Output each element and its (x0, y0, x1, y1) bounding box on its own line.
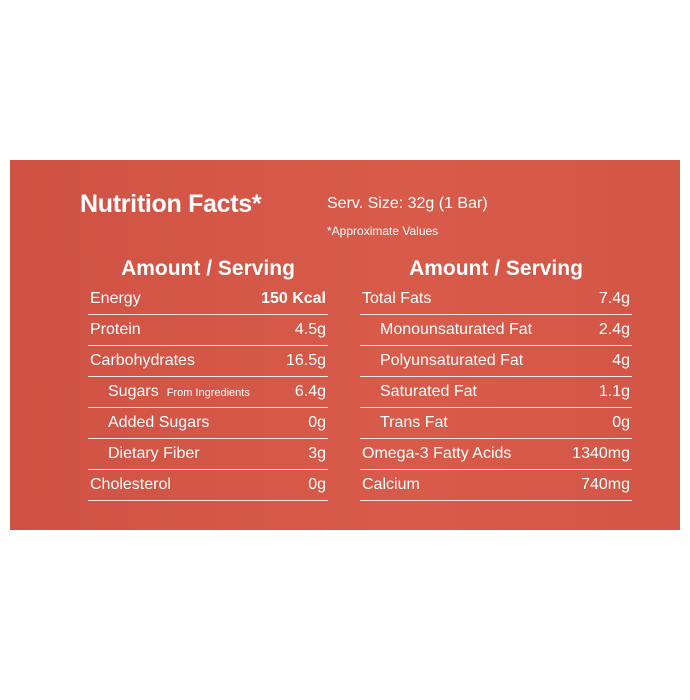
nutrient-value: 150 Kcal (261, 290, 326, 307)
nutrient-label-wrap: Energy (90, 290, 141, 308)
nutrient-value: 3g (308, 445, 326, 462)
nutrient-value: 4.5g (294, 321, 326, 338)
nutrient-label-wrap: Total Fats (362, 290, 431, 308)
nutrient-label-wrap: Polyunsaturated Fat (362, 352, 523, 370)
nutrient-row: Added Sugars 0g (88, 408, 328, 439)
nutrient-row: Protein 4.5g (88, 315, 328, 346)
nutrient-value: 0g (308, 476, 326, 493)
nutrient-label: Added Sugars (108, 414, 210, 431)
right-column: Amount / Serving Total Fats 7.4g Monounsat… (360, 254, 632, 501)
nutrient-label-wrap: Trans Fat (362, 414, 448, 432)
nutrient-label: Trans Fat (380, 414, 448, 431)
nutrient-label-wrap: Carbohydrates (90, 352, 195, 370)
nutrient-row: Cholesterol 0g (88, 470, 328, 501)
nutrient-label-wrap: Protein (90, 321, 141, 339)
nutrient-row: Polyunsaturated Fat 4g (360, 346, 632, 377)
nutrient-row: Monounsaturated Fat 2.4g (360, 315, 632, 346)
nutrient-label-wrap: Omega-3 Fatty Acids (362, 445, 511, 463)
nutrient-label: Total Fats (362, 290, 432, 307)
nutrient-label-wrap: Sugars From Ingredients (90, 383, 250, 401)
nutrient-value: 1340mg (572, 445, 630, 462)
nutrient-row: Dietary Fiber 3g (88, 439, 328, 470)
nutrient-label: Cholesterol (90, 476, 171, 493)
nutrient-label: Omega-3 Fatty Acids (362, 445, 512, 462)
nutrient-label-wrap: Calcium (362, 476, 420, 494)
nutrient-label-wrap: Added Sugars (90, 414, 209, 432)
nutrient-label: Polyunsaturated Fat (380, 352, 524, 369)
nutrient-label-wrap: Cholesterol (90, 476, 171, 494)
nutrient-value: 16.5g (285, 352, 326, 369)
nutrient-label: Sugars (108, 383, 159, 400)
column-header: Amount / Serving (121, 257, 295, 280)
title: Nutrition Facts* (80, 190, 262, 218)
nutrition-panel: Nutrition Facts* Serv. Size: 32g (1 Bar)… (10, 160, 680, 530)
column-header: Amount / Serving (409, 257, 583, 280)
nutrient-label: Protein (90, 321, 141, 338)
nutrient-row: Trans Fat 0g (360, 408, 632, 439)
nutrient-value: 1.1g (598, 383, 630, 400)
nutrient-label: Calcium (362, 476, 420, 493)
nutrient-value: 6.4g (294, 383, 326, 400)
nutrient-note: From Ingredients (166, 387, 250, 399)
footnote: *Approximate Values (327, 224, 439, 238)
nutrient-label-wrap: Monounsaturated Fat (362, 321, 532, 339)
nutrient-label: Dietary Fiber (108, 445, 200, 462)
nutrient-value: 740mg (581, 476, 630, 493)
nutrient-label: Monounsaturated Fat (380, 321, 533, 338)
nutrient-row: Total Fats 7.4g (360, 284, 632, 315)
nutrient-value: 0g (612, 414, 630, 431)
nutrient-label-wrap: Saturated Fat (362, 383, 477, 401)
nutrient-value: 7.4g (598, 290, 630, 307)
nutrient-row: Saturated Fat 1.1g (360, 377, 632, 408)
serving-size: Serv. Size: 32g (1 Bar) (327, 195, 488, 212)
nutrient-row: Calcium 740mg (360, 470, 632, 501)
nutrient-row: Carbohydrates 16.5g (88, 346, 328, 377)
nutrient-label: Carbohydrates (90, 352, 195, 369)
left-column: Amount / Serving Energy 150 Kcal Protein 4.… (88, 254, 328, 501)
nutrient-label: Saturated Fat (380, 383, 477, 400)
nutrient-label-wrap: Dietary Fiber (90, 445, 200, 463)
nutrient-row: Energy 150 Kcal (88, 284, 328, 315)
nutrient-row: Sugars From Ingredients 6.4g (88, 377, 328, 408)
nutrient-value: 4g (612, 352, 630, 369)
nutrient-value: 0g (308, 414, 326, 431)
nutrient-value: 2.4g (598, 321, 630, 338)
nutrient-label: Energy (90, 290, 141, 307)
nutrient-row: Omega-3 Fatty Acids 1340mg (360, 439, 632, 470)
